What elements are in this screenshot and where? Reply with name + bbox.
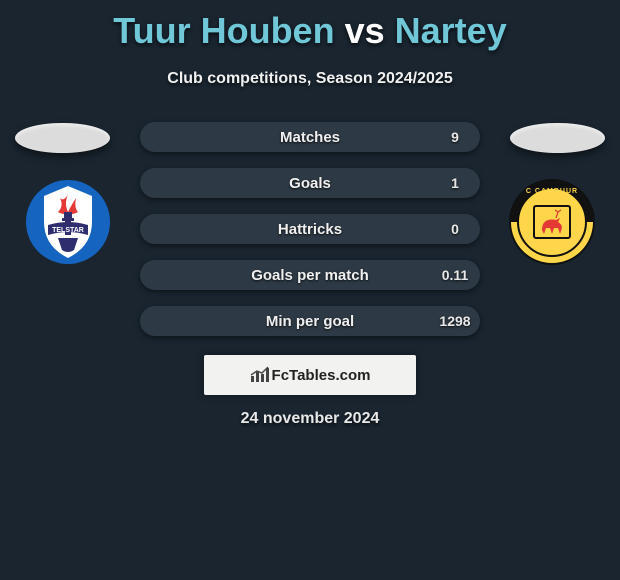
date-text: 24 november 2024 (0, 410, 620, 428)
club-badge-left: TELSTAR (24, 178, 112, 266)
watermark-text: FcTables.com (272, 367, 371, 384)
stat-right-value: 9 (430, 129, 480, 145)
player2-name: Nartey (395, 10, 507, 51)
stat-label: Hattricks (190, 221, 430, 238)
bars-icon (250, 366, 272, 384)
stat-right-value: 1 (430, 175, 480, 191)
stat-right-value: 1298 (430, 313, 480, 329)
svg-text:C CAMBUUR: C CAMBUUR (526, 188, 578, 195)
stat-label: Min per goal (190, 313, 430, 330)
vs-text: vs (345, 10, 385, 51)
stat-right-value: 0 (430, 221, 480, 237)
player1-avatar-slot (15, 123, 110, 153)
stat-row-hattricks: Hattricks 0 (140, 214, 480, 244)
stat-row-gpm: Goals per match 0.11 (140, 260, 480, 290)
stat-label: Goals per match (190, 267, 430, 284)
watermark[interactable]: FcTables.com (204, 355, 416, 395)
cambuur-badge-icon: C CAMBUUR (508, 178, 596, 266)
player2-avatar-slot (510, 123, 605, 153)
club-badge-right: C CAMBUUR (508, 178, 596, 266)
player1-name: Tuur Houben (113, 10, 334, 51)
stat-row-goals: Goals 1 (140, 168, 480, 198)
subtitle: Club competitions, Season 2024/2025 (0, 70, 620, 88)
stat-right-value: 0.11 (430, 267, 480, 283)
page-title: Tuur Houben vs Nartey (0, 0, 620, 52)
stat-label: Goals (190, 175, 430, 192)
telstar-badge-icon: TELSTAR (24, 178, 112, 266)
stat-row-matches: Matches 9 (140, 122, 480, 152)
svg-text:TELSTAR: TELSTAR (52, 227, 84, 234)
stats-container: Matches 9 Goals 1 Hattricks 0 Goals per … (140, 122, 480, 352)
stat-row-mpg: Min per goal 1298 (140, 306, 480, 336)
stat-label: Matches (190, 129, 430, 146)
